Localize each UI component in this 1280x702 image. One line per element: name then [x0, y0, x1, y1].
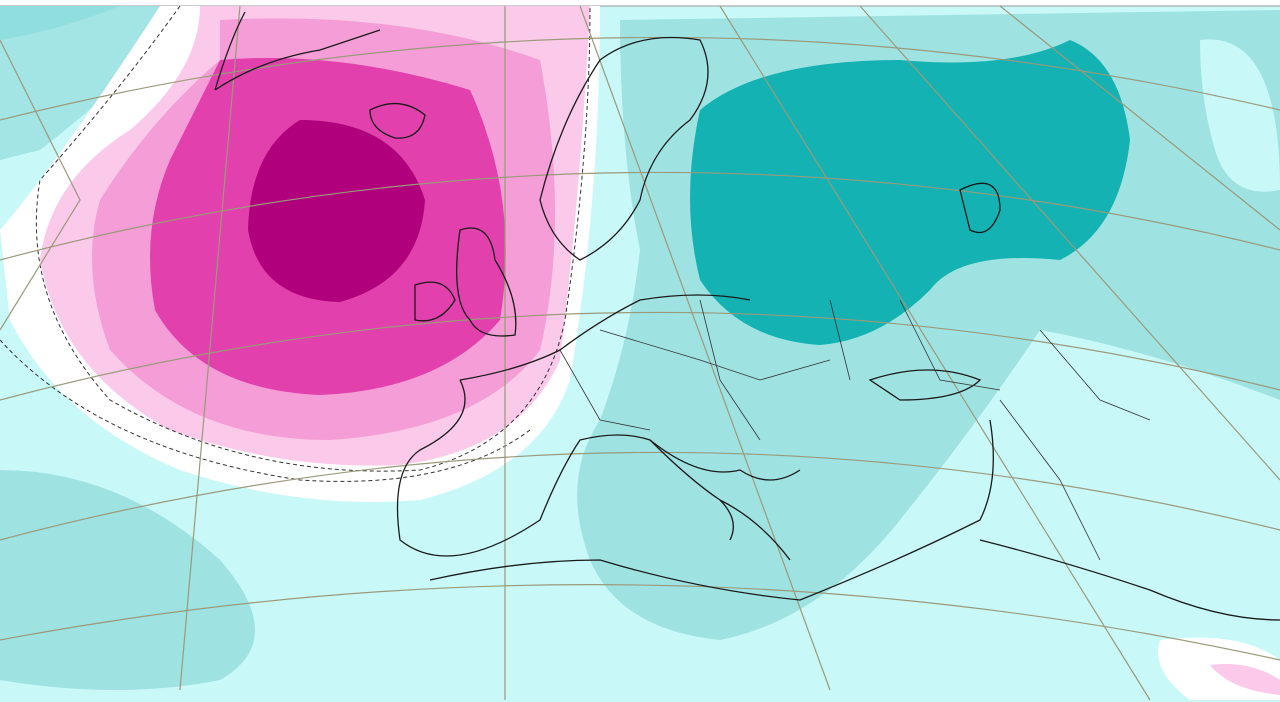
- italy: [649, 439, 791, 561]
- parallel: [0, 311, 1280, 401]
- meridian: [579, 5, 831, 691]
- teal-dark-east: [690, 40, 1130, 345]
- top-margin: [0, 0, 1280, 6]
- pink-se: [1210, 664, 1280, 695]
- parallel: [0, 36, 1280, 121]
- north-africa-coast: [429, 419, 994, 601]
- zero-contour-outer: [0, 339, 531, 482]
- meridian: [859, 5, 1280, 481]
- meridian: [0, 39, 81, 331]
- coastlines: [214, 11, 1280, 621]
- iceland: [369, 103, 426, 139]
- borders: [559, 299, 1151, 561]
- britain: [456, 227, 517, 337]
- parallel: [0, 171, 1280, 261]
- parallel: [0, 451, 1280, 541]
- greenland-coast: [214, 11, 381, 91]
- meridian: [719, 5, 1151, 701]
- meridian: [999, 5, 1280, 231]
- caspian-north: [959, 182, 1001, 234]
- ireland: [414, 281, 456, 322]
- cyan-patch-ne: [1200, 39, 1280, 192]
- pink-core: [248, 120, 425, 302]
- meridian: [179, 5, 241, 691]
- black-sea: [868, 369, 982, 401]
- parallel: [0, 584, 1280, 661]
- country-borders: [559, 299, 1151, 561]
- zero-contour: [35, 5, 591, 472]
- scandinavia: [539, 36, 709, 261]
- mainland-coast: [396, 294, 801, 557]
- arabia-coast: [979, 539, 1280, 621]
- teal-light-sw: [0, 470, 255, 690]
- graticule: [0, 5, 1280, 701]
